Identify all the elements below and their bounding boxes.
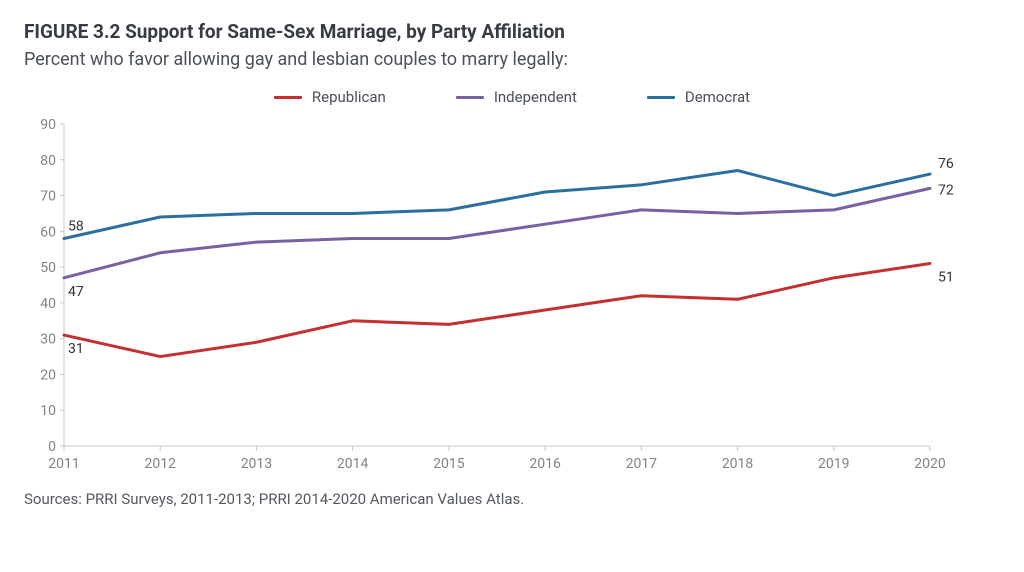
svg-text:2018: 2018 bbox=[722, 456, 754, 472]
svg-text:58: 58 bbox=[68, 218, 84, 234]
legend-item-independent: Independent bbox=[456, 88, 577, 106]
svg-text:2013: 2013 bbox=[241, 456, 272, 472]
svg-text:76: 76 bbox=[938, 156, 954, 172]
svg-text:40: 40 bbox=[40, 296, 56, 312]
figure-title: FIGURE 3.2 Support for Same-Sex Marriage… bbox=[24, 20, 1000, 43]
legend-item-democrat: Democrat bbox=[647, 88, 750, 106]
svg-text:51: 51 bbox=[938, 270, 954, 286]
svg-text:2011: 2011 bbox=[48, 456, 79, 472]
svg-text:70: 70 bbox=[40, 189, 56, 205]
svg-text:0: 0 bbox=[48, 439, 56, 455]
svg-text:90: 90 bbox=[40, 117, 56, 133]
svg-text:20: 20 bbox=[40, 367, 56, 383]
svg-text:2019: 2019 bbox=[818, 456, 849, 472]
svg-text:80: 80 bbox=[40, 153, 56, 169]
legend-label: Republican bbox=[312, 88, 386, 106]
sources-text: Sources: PRRI Surveys, 2011-2013; PRRI 2… bbox=[24, 490, 1000, 508]
line-chart: 0 10 20 30 40 50 60 70 80 90 2011 2012 2013 2014 2015 2… bbox=[24, 116, 1000, 480]
svg-text:2020: 2020 bbox=[914, 456, 946, 472]
legend: Republican Independent Democrat bbox=[24, 88, 1000, 106]
svg-text:10: 10 bbox=[40, 403, 56, 419]
svg-text:72: 72 bbox=[938, 182, 954, 198]
svg-text:60: 60 bbox=[40, 224, 56, 240]
svg-text:30: 30 bbox=[40, 332, 56, 348]
legend-label: Independent bbox=[494, 88, 577, 106]
chart-svg: 0 10 20 30 40 50 60 70 80 90 2011 2012 2013 2014 2015 2… bbox=[24, 116, 964, 476]
svg-text:50: 50 bbox=[40, 260, 56, 276]
svg-text:2017: 2017 bbox=[626, 456, 658, 472]
svg-text:2014: 2014 bbox=[337, 456, 369, 472]
svg-text:2016: 2016 bbox=[529, 456, 561, 472]
svg-text:2015: 2015 bbox=[433, 456, 465, 472]
legend-swatch-independent bbox=[456, 96, 484, 99]
legend-swatch-democrat bbox=[647, 96, 675, 99]
svg-text:2012: 2012 bbox=[144, 456, 176, 472]
figure-subtitle: Percent who favor allowing gay and lesbi… bbox=[24, 49, 1000, 70]
svg-text:47: 47 bbox=[68, 284, 84, 300]
legend-item-republican: Republican bbox=[274, 88, 386, 106]
legend-swatch-republican bbox=[274, 96, 302, 99]
legend-label: Democrat bbox=[685, 88, 750, 106]
svg-text:31: 31 bbox=[68, 341, 84, 357]
